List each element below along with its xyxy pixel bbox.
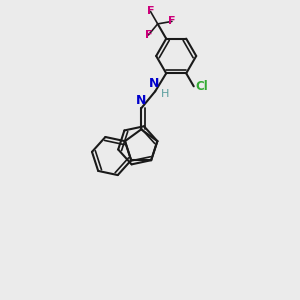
Text: Cl: Cl xyxy=(195,80,208,93)
Text: N: N xyxy=(136,94,146,107)
Text: F: F xyxy=(168,16,176,26)
Text: N: N xyxy=(148,77,159,90)
Text: H: H xyxy=(160,89,169,99)
Text: F: F xyxy=(145,30,152,40)
Text: F: F xyxy=(147,6,154,16)
